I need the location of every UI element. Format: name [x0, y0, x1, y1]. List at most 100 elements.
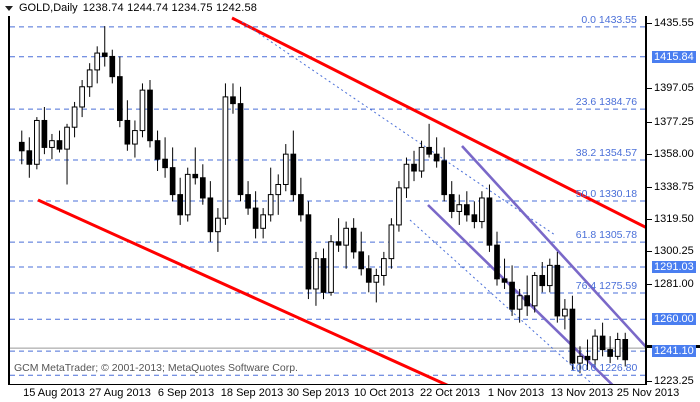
- candlestick: [320, 248, 327, 300]
- price-axis-label: 1377.25: [654, 115, 694, 128]
- candlestick: [199, 164, 206, 205]
- date-axis-label: 25 Nov 2013: [616, 387, 680, 399]
- candlestick: [260, 208, 266, 239]
- candlestick: [403, 157, 410, 198]
- trendline-median-dashed[interactable]: [241, 21, 556, 236]
- candlestick: [252, 191, 259, 239]
- candlestick: [207, 181, 214, 242]
- candlestick: [577, 346, 583, 374]
- candlestick: [448, 181, 455, 219]
- price-tick-mark: [647, 154, 652, 156]
- candlestick: [192, 147, 199, 185]
- candlestick: [109, 49, 116, 84]
- candlestick: [94, 46, 101, 84]
- date-axis-label: 15 Aug 2013: [23, 387, 85, 399]
- candlestick: [101, 26, 108, 67]
- price-scale[interactable]: 1435.55 1415.84 1397.05 1377.25 1358.00 1338.…: [645, 16, 700, 388]
- trendline-lower-support[interactable]: [37, 198, 480, 385]
- date-axis-label: 18 Sep 2013: [220, 387, 284, 399]
- candlestick: [546, 258, 553, 293]
- price-tick-mark: [647, 219, 652, 221]
- copyright-watermark: GCM MetaTrader; © 2001-2013; MetaQuotes …: [14, 362, 298, 374]
- date-axis-label: 6 Sep 2013: [157, 387, 215, 399]
- candlestick: [275, 174, 282, 215]
- price-level-highlight-label: 1291.03: [652, 261, 696, 273]
- candlestick: [49, 133, 55, 160]
- candlestick: [426, 123, 432, 158]
- candlestick: [71, 101, 78, 138]
- candlestick: [26, 137, 33, 178]
- trendline-channel-upper[interactable]: [461, 145, 645, 348]
- price-axis-label: 1223.25: [654, 375, 694, 388]
- candlestick: [132, 120, 138, 158]
- date-axis: 15 Aug 2013 27 Aug 2013 6 Sep 2013 18 Sep 2…: [0, 385, 700, 402]
- candlestick: [433, 137, 440, 168]
- candlestick: [441, 147, 448, 202]
- chevron-down-icon[interactable]: [5, 5, 13, 11]
- candlestick: [388, 218, 395, 269]
- fibonacci-lines-group: [10, 26, 645, 376]
- candlestick: [335, 218, 342, 252]
- fib-level-label: 0.0 1433.55: [581, 16, 637, 26]
- candlestick: [343, 221, 349, 269]
- candlestick: [562, 299, 568, 330]
- candlestick: [245, 181, 251, 215]
- candlestick: [350, 218, 357, 259]
- candlestick: [531, 272, 538, 313]
- price-axis-label: 1281.00: [654, 277, 694, 290]
- chart-plot-area[interactable]: 0.0 1433.55 23.6 1384.76 38.2 1354.57 50.0 …: [8, 16, 645, 385]
- price-level-highlight-label: 1415.84: [652, 50, 696, 63]
- candlestick: [358, 231, 365, 276]
- price-axis-label: 1435.55: [654, 17, 694, 30]
- candlestick: [411, 150, 417, 182]
- date-axis-label: 30 Sep 2013: [286, 387, 350, 399]
- price-axis-label: 1300.25: [654, 245, 694, 258]
- candlestick: [463, 191, 470, 222]
- candlestick: [471, 201, 478, 229]
- candlestick: [607, 336, 613, 364]
- candlestick: [456, 194, 463, 225]
- fib-level-label: 76.4 1275.59: [575, 280, 638, 293]
- trendline-upper-resistance[interactable]: [231, 16, 645, 229]
- candlestick: [124, 100, 131, 151]
- candlestick: [328, 235, 334, 296]
- price-axis-label: 1358.00: [654, 148, 694, 161]
- candlestick: [18, 130, 25, 165]
- candlestick: [501, 258, 508, 289]
- candlestick: [169, 147, 176, 202]
- candlestick: [373, 268, 380, 303]
- price-axis-label: 1338.75: [654, 180, 694, 193]
- candlestick: [177, 177, 184, 225]
- date-axis-label: 13 Nov 2013: [550, 387, 614, 399]
- candlestick: [162, 137, 168, 178]
- fib-level-label: 100.0 1226.80: [570, 362, 638, 375]
- candlesticks-group: [18, 26, 629, 374]
- candlestick: [524, 275, 531, 316]
- price-level-highlight-label: 1260.00: [652, 313, 696, 326]
- price-tick-mark: [647, 121, 652, 123]
- candlestick: [147, 80, 153, 148]
- chart-canvas: [10, 16, 645, 385]
- date-axis-label: 27 Aug 2013: [89, 387, 151, 399]
- candlestick: [396, 181, 402, 232]
- price-axis-label: 1319.50: [654, 213, 694, 226]
- candlestick: [494, 231, 500, 286]
- candlestick: [222, 83, 229, 225]
- candlestick: [298, 177, 304, 222]
- candlestick: [539, 262, 546, 293]
- candlestick: [56, 130, 63, 153]
- candlestick: [139, 83, 146, 138]
- date-axis-label: 22 Oct 2013: [420, 387, 480, 399]
- price-tick-mark: [647, 283, 652, 285]
- candlestick: [116, 56, 123, 128]
- price-axis-label: 1397.05: [654, 82, 694, 95]
- candlestick: [381, 251, 387, 286]
- price-level-highlight-label: 1241.10: [652, 345, 696, 358]
- candlestick: [599, 322, 606, 357]
- candlestick: [516, 288, 523, 323]
- candlestick: [290, 130, 297, 202]
- price-tick-mark: [647, 186, 652, 188]
- candlestick: [64, 123, 70, 185]
- candlestick: [622, 332, 629, 367]
